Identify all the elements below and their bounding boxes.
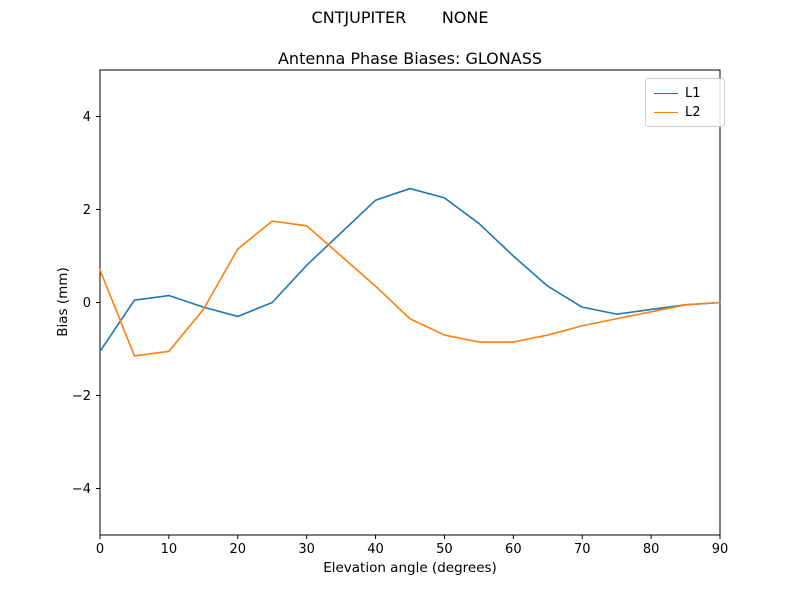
chart-title: Antenna Phase Biases: GLONASS (277, 49, 542, 68)
x-tick-label: 0 (96, 542, 104, 557)
series-line-l2 (99, 220, 721, 357)
legend-entry-l1: L1 (654, 84, 716, 103)
legend: L1 L2 (645, 78, 725, 127)
y-tick-label: 2 (83, 203, 91, 218)
x-axis-label: Elevation angle (degrees) (323, 560, 497, 576)
y-tick-label: 4 (83, 110, 91, 125)
x-tick-label: 10 (161, 542, 178, 557)
legend-label-l2: L2 (685, 105, 701, 120)
x-tick-label: 80 (643, 542, 660, 557)
legend-entry-l2: L2 (654, 103, 716, 122)
x-tick-label: 90 (712, 542, 729, 557)
axes-spines (99, 69, 721, 536)
series-line-l1 (99, 187, 721, 353)
y-tick-label: −2 (72, 389, 91, 404)
y-tick-label: −4 (72, 482, 91, 497)
x-tick-label: 50 (436, 542, 453, 557)
l2-line-swatch (654, 112, 678, 113)
x-tick-label: 20 (230, 542, 247, 557)
x-tick-label: 30 (298, 542, 315, 557)
x-tick-label: 40 (367, 542, 384, 557)
l1-line-swatch (654, 93, 678, 94)
x-tick-label: 60 (505, 542, 522, 557)
legend-label-l1: L1 (685, 86, 701, 101)
y-tick-label: 0 (83, 296, 91, 311)
figure-suptitle: CNTJUPITER NONE (311, 8, 489, 27)
x-tick-label: 70 (574, 542, 591, 557)
